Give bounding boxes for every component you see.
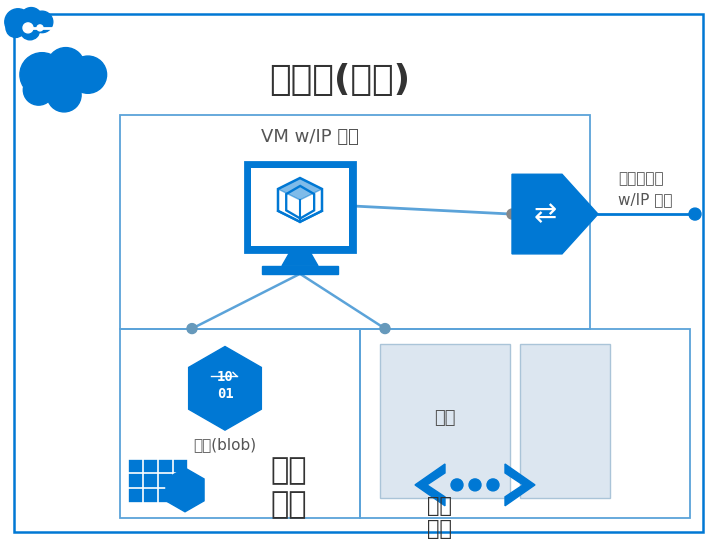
FancyBboxPatch shape xyxy=(520,343,610,498)
FancyBboxPatch shape xyxy=(245,162,355,252)
Text: ⚙: ⚙ xyxy=(105,90,121,108)
Polygon shape xyxy=(505,464,535,506)
Circle shape xyxy=(469,479,481,491)
Circle shape xyxy=(20,53,64,96)
Circle shape xyxy=(487,479,499,491)
Text: ⚙: ⚙ xyxy=(84,102,106,126)
Circle shape xyxy=(23,23,33,33)
Circle shape xyxy=(20,21,39,40)
Circle shape xyxy=(32,11,53,33)
Circle shape xyxy=(20,8,42,29)
Text: VM w/IP 地址: VM w/IP 地址 xyxy=(261,129,359,147)
FancyBboxPatch shape xyxy=(251,168,349,246)
Circle shape xyxy=(6,19,25,38)
Polygon shape xyxy=(512,174,598,254)
Circle shape xyxy=(23,75,54,105)
Text: 10
01: 10 01 xyxy=(217,370,233,401)
Circle shape xyxy=(37,25,43,31)
Polygon shape xyxy=(415,464,445,506)
Polygon shape xyxy=(278,178,322,200)
Circle shape xyxy=(380,324,390,334)
Polygon shape xyxy=(282,252,318,266)
Polygon shape xyxy=(262,266,338,274)
Circle shape xyxy=(47,78,81,112)
Text: 子网: 子网 xyxy=(435,409,456,427)
FancyBboxPatch shape xyxy=(380,343,510,498)
Text: 存储
帐户: 存储 帐户 xyxy=(270,457,306,519)
Circle shape xyxy=(70,56,107,93)
Circle shape xyxy=(47,47,85,85)
Text: 云服务(经典): 云服务(经典) xyxy=(270,63,411,96)
Circle shape xyxy=(187,324,197,334)
FancyBboxPatch shape xyxy=(128,458,188,504)
Text: ⇄: ⇄ xyxy=(533,200,556,228)
Circle shape xyxy=(451,479,463,491)
Circle shape xyxy=(689,208,701,220)
Text: 磁盘(blob): 磁盘(blob) xyxy=(194,438,257,452)
Text: 负载均衡器
w/IP 地址: 负载均衡器 w/IP 地址 xyxy=(618,171,673,207)
Polygon shape xyxy=(189,347,262,430)
Circle shape xyxy=(507,209,517,219)
Polygon shape xyxy=(166,468,204,512)
Text: 虚拟
网络: 虚拟 网络 xyxy=(427,496,452,540)
Text: ⬡: ⬡ xyxy=(282,183,318,225)
Circle shape xyxy=(5,9,32,35)
